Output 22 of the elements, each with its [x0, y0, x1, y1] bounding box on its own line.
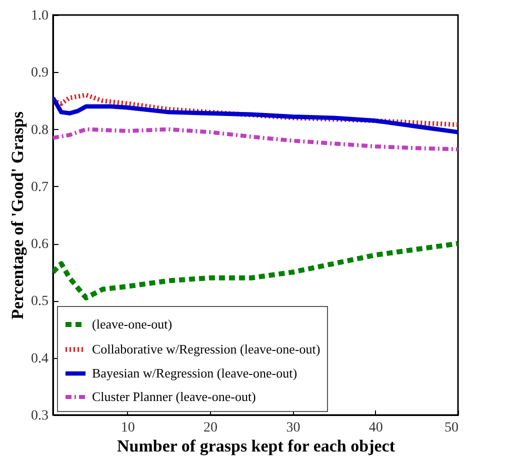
- legend-label: (leave-one-out): [92, 316, 172, 332]
- line-series: [53, 92, 458, 128]
- x-tick-label: 20: [204, 420, 218, 436]
- y-tick-label: 0.8: [31, 122, 48, 138]
- y-tick-label: 0.9: [31, 66, 48, 81]
- legend-label: Cluster Planner (leave-one-out): [92, 389, 256, 404]
- x-tick-label: 50: [444, 420, 458, 436]
- line-series: [53, 96, 458, 134]
- x-tick-label: 40: [368, 420, 383, 436]
- y-tick-label: 0.3: [31, 408, 48, 424]
- x-axis-title: Number of grasps kept for each object: [117, 436, 396, 456]
- legend-label: Bayesian w/Regression (leave-one-out): [92, 366, 298, 380]
- y-tick-label: 0.7: [31, 180, 48, 195]
- y-axis-title: Percentage of 'Good' Grasps: [8, 111, 27, 320]
- x-tick-label: 10: [120, 420, 135, 436]
- y-tick-label: 0.4: [31, 351, 48, 366]
- line-series: [53, 127, 458, 152]
- legend-label: Collaborative w/Regression (leave-one-out): [92, 342, 320, 356]
- y-tick-label: 0.5: [31, 294, 48, 310]
- y-tick-label: 0.6: [31, 237, 48, 252]
- x-tick-label: 30: [286, 420, 300, 436]
- y-tick-label: 1.0: [31, 8, 48, 24]
